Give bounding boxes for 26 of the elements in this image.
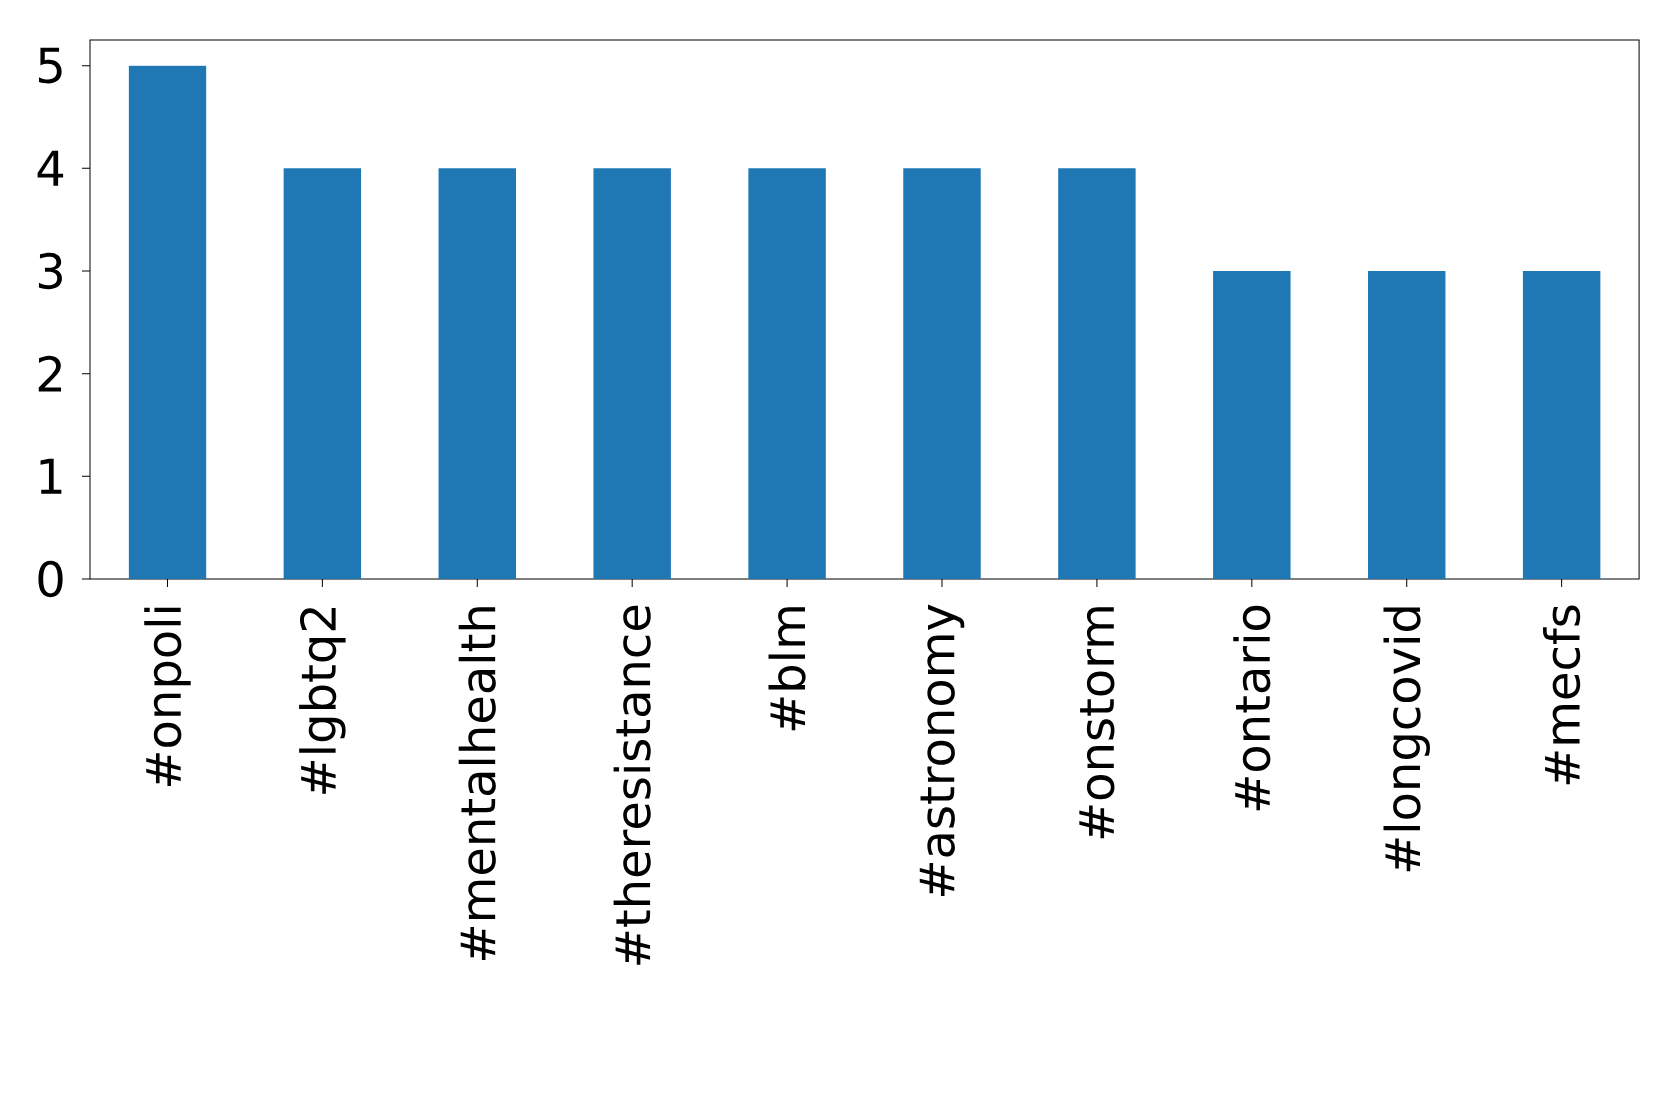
y-tick-label: 1 (40, 458, 62, 494)
x-tick-label: #ontario (1233, 605, 1271, 811)
y-tick-label: 5 (38, 47, 62, 84)
x-tick-label: #blm (768, 607, 806, 731)
x-tick-label: #longcovid (1383, 607, 1430, 872)
y-tick-label: 0 (38, 560, 63, 598)
y-tick-label: 3 (38, 252, 62, 290)
y-tick-label: 2 (38, 355, 61, 392)
x-tick-label: #lgbtq2 (299, 607, 346, 794)
x-tick-label: #mecfs (1543, 605, 1581, 785)
bar (1213, 271, 1291, 579)
bar (438, 168, 516, 579)
x-tick-label: #onstorm (1079, 607, 1115, 839)
bar (593, 168, 671, 579)
bar (903, 168, 981, 579)
y-tick-label: 4 (37, 150, 64, 186)
bar (748, 168, 826, 579)
bar (1522, 271, 1601, 579)
x-tick-label: #mentalhealth (458, 607, 496, 960)
bar (283, 168, 362, 579)
x-tick-label: #astronomy (919, 604, 965, 896)
bar (1368, 271, 1446, 579)
x-tick-label: #onpoli (144, 607, 191, 787)
bar (128, 65, 207, 579)
bar (1058, 168, 1136, 579)
x-tick-label: #theresistance (613, 605, 651, 965)
